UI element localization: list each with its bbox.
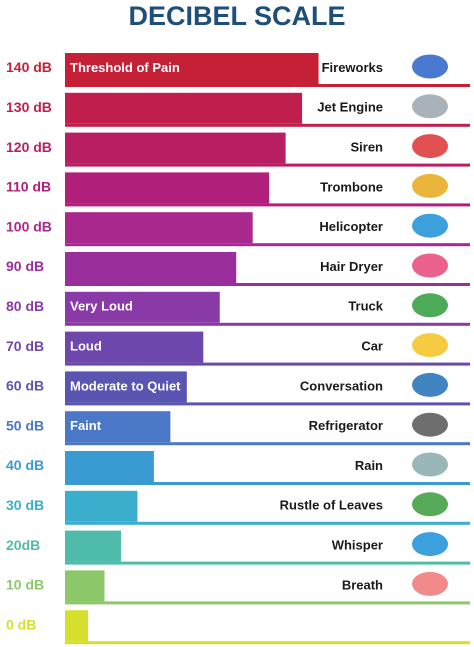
baseline-rule	[65, 243, 470, 247]
bar	[65, 212, 253, 244]
baseline-rule	[65, 362, 470, 366]
baseline-rule	[65, 601, 470, 605]
baseline-rule	[65, 84, 470, 87]
bar	[65, 530, 121, 562]
bar-annotation: Loud	[70, 339, 102, 354]
source-label: Truck	[348, 299, 383, 314]
category-label: 0 dB	[6, 616, 36, 632]
source-icon	[412, 253, 448, 278]
bar-annotation: Very Loud	[70, 299, 133, 314]
source-icon	[412, 372, 448, 397]
source-label: Car	[361, 339, 383, 354]
bar	[65, 570, 105, 602]
source-icon	[412, 293, 448, 318]
baseline-rule	[65, 641, 470, 645]
category-label: 60 dB	[6, 378, 44, 394]
baseline-rule	[65, 322, 470, 326]
bar	[65, 291, 220, 323]
source-label: Rain	[355, 458, 383, 473]
bar-annotation: Threshold of Pain	[70, 60, 180, 75]
source-icon	[412, 173, 448, 198]
category-label: 90 dB	[6, 258, 44, 274]
baseline-rule	[65, 402, 470, 406]
baseline-rule	[65, 163, 470, 167]
bar	[65, 172, 270, 204]
bar	[65, 92, 303, 124]
bar	[65, 53, 319, 84]
category-label: 70 dB	[6, 338, 44, 354]
bar	[65, 331, 204, 363]
source-label: Helicopter	[319, 219, 383, 234]
source-label: Whisper	[332, 538, 383, 553]
bar	[65, 610, 89, 642]
baseline-rule	[65, 561, 470, 565]
bar	[65, 252, 237, 283]
category-label: 10 dB	[6, 577, 44, 593]
source-icon	[412, 492, 448, 517]
source-icon	[412, 532, 448, 557]
bar	[65, 451, 154, 482]
bar	[65, 371, 187, 403]
source-icon	[412, 213, 448, 238]
category-label: 20dB	[6, 537, 40, 553]
source-label: Rustle of Leaves	[280, 498, 383, 513]
source-icon	[412, 134, 448, 159]
source-label: Refrigerator	[309, 418, 383, 433]
source-label: Hair Dryer	[320, 259, 383, 274]
source-label: Breath	[342, 577, 383, 592]
baseline-rule	[65, 521, 470, 525]
baseline-rule	[65, 123, 470, 127]
bar-annotation: Faint	[70, 418, 102, 433]
category-label: 140 dB	[6, 59, 52, 75]
category-label: 130 dB	[6, 99, 52, 115]
source-icon	[412, 412, 448, 437]
bar	[65, 411, 171, 443]
category-label: 120 dB	[6, 139, 52, 155]
source-label: Trombone	[320, 179, 383, 194]
chart-title: DECIBEL SCALE	[128, 1, 345, 31]
bar	[65, 132, 286, 164]
bar	[65, 490, 138, 522]
source-label: Fireworks	[322, 60, 383, 75]
source-icon	[412, 333, 448, 358]
baseline-rule	[65, 482, 470, 485]
source-icon	[412, 571, 448, 596]
baseline-rule	[65, 442, 470, 446]
bar-annotation: Moderate to Quiet	[70, 378, 181, 393]
category-label: 30 dB	[6, 497, 44, 513]
baseline-rule	[65, 203, 470, 207]
category-label: 80 dB	[6, 298, 44, 314]
category-label: 110 dB	[6, 179, 51, 195]
source-icon	[412, 452, 448, 477]
category-label: 50 dB	[6, 417, 44, 433]
category-label: 100 dB	[6, 218, 52, 234]
source-icon	[412, 94, 448, 119]
source-icon	[412, 54, 448, 79]
category-label: 40 dB	[6, 457, 44, 473]
source-label: Siren	[350, 140, 383, 155]
source-label: Jet Engine	[317, 100, 383, 115]
baseline-rule	[65, 283, 470, 286]
source-label: Conversation	[300, 378, 383, 393]
